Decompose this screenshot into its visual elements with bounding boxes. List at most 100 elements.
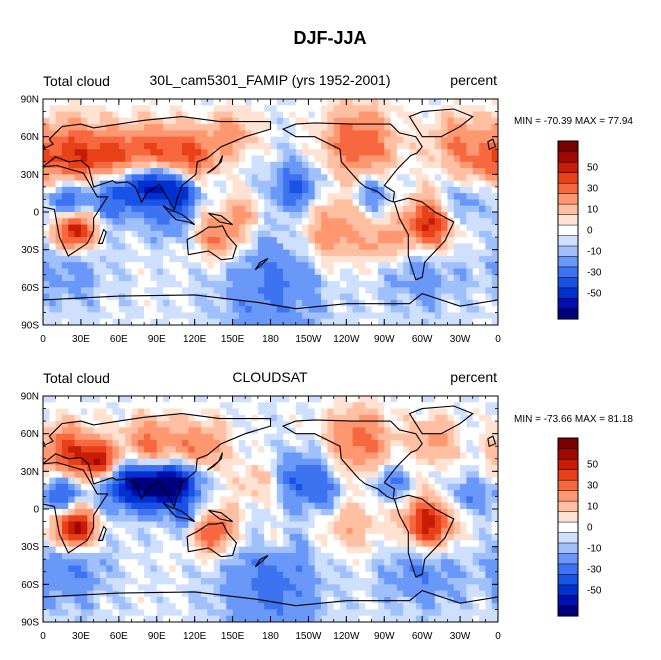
grid-cell — [371, 287, 379, 295]
grid-cell — [346, 243, 354, 251]
grid-cell — [415, 243, 423, 251]
grid-cell — [137, 477, 145, 485]
grid-cell — [219, 212, 227, 219]
grid-cell — [137, 274, 145, 282]
grid-cell — [327, 262, 335, 270]
grid-cell — [163, 414, 170, 422]
grid-cell — [61, 534, 69, 541]
grid-cell — [415, 396, 423, 403]
grid-cell — [80, 483, 88, 491]
grid-cell — [321, 496, 328, 504]
y-tick-label: 30N — [21, 170, 39, 181]
grid-cell — [485, 571, 493, 579]
grid-cell — [257, 287, 265, 295]
grid-cell — [106, 439, 114, 447]
grid-cell — [358, 212, 366, 219]
grid-cell — [264, 274, 272, 282]
grid-cell — [441, 199, 449, 207]
grid-cell — [213, 249, 221, 257]
grid-cell — [270, 496, 278, 504]
grid-cell — [479, 142, 486, 150]
grid-cell — [321, 299, 328, 307]
grid-cell — [200, 99, 208, 106]
grid-cell — [150, 584, 158, 592]
grid-cell — [43, 446, 50, 454]
grid-cell — [472, 111, 480, 119]
grid-cell — [485, 99, 493, 106]
grid-cell — [409, 496, 417, 504]
grid-cell — [125, 199, 133, 207]
grid-cell — [491, 318, 498, 325]
grid-cell — [80, 318, 88, 325]
grid-cell — [156, 540, 164, 548]
grid-cell — [302, 186, 310, 194]
grid-cell — [43, 552, 50, 560]
grid-cell — [377, 199, 385, 207]
grid-cell — [396, 111, 404, 119]
grid-cell — [144, 105, 152, 113]
grid-cell — [251, 477, 259, 485]
grid-cell — [251, 318, 259, 325]
grid-cell — [213, 168, 221, 175]
grid-cell — [49, 527, 57, 535]
grid-cell — [99, 142, 107, 150]
grid-cell — [479, 452, 486, 460]
colorbar-swatch — [557, 193, 579, 205]
grid-cell — [276, 287, 284, 295]
grid-cell — [137, 584, 145, 592]
grid-cell — [112, 180, 120, 188]
grid-cell — [182, 224, 189, 232]
grid-cell — [302, 224, 310, 232]
grid-cell — [226, 439, 234, 447]
grid-cell — [314, 218, 322, 226]
grid-cell — [226, 130, 234, 138]
grid-cell — [245, 527, 253, 535]
grid-cell — [365, 124, 373, 131]
grid-cell — [93, 584, 101, 592]
grid-cell — [422, 318, 430, 325]
grid-cell — [333, 540, 341, 548]
grid-cell — [384, 502, 392, 510]
grid-cell — [99, 465, 107, 472]
grid-cell — [460, 490, 467, 498]
grid-cell — [144, 465, 152, 472]
grid-cell — [200, 205, 208, 213]
grid-cell — [289, 99, 297, 106]
grid-cell — [403, 421, 411, 428]
grid-cell — [472, 471, 480, 479]
grid-cell — [188, 237, 196, 244]
grid-cell — [396, 306, 404, 314]
grid-cell — [106, 249, 114, 257]
grid-cell — [200, 458, 208, 466]
grid-cell — [321, 483, 328, 491]
grid-cell — [49, 99, 57, 106]
grid-cell — [396, 105, 404, 113]
grid-cell — [213, 199, 221, 207]
grid-cell — [346, 161, 354, 169]
grid-cell — [226, 578, 234, 585]
grid-cell — [219, 427, 227, 435]
grid-cell — [257, 212, 265, 219]
grid-cell — [390, 149, 398, 157]
grid-cell — [93, 571, 101, 579]
grid-cell — [321, 142, 328, 150]
grid-cell — [346, 193, 354, 201]
grid-cell — [295, 421, 303, 428]
grid-cell — [112, 414, 120, 422]
grid-cell — [175, 212, 183, 219]
grid-cell — [491, 509, 498, 516]
grid-cell — [466, 414, 474, 422]
grid-cell — [340, 584, 347, 592]
grid-cell — [314, 130, 322, 138]
grid-cell — [346, 249, 354, 257]
grid-cell — [403, 212, 411, 219]
grid-cell — [365, 161, 373, 169]
grid-cell — [491, 527, 498, 535]
grid-cell — [365, 584, 373, 592]
grid-cell — [384, 521, 392, 529]
grid-cell — [270, 306, 278, 314]
grid-cell — [289, 161, 297, 169]
grid-cell — [112, 174, 120, 182]
grid-cell — [156, 199, 164, 207]
grid-cell — [144, 155, 152, 163]
